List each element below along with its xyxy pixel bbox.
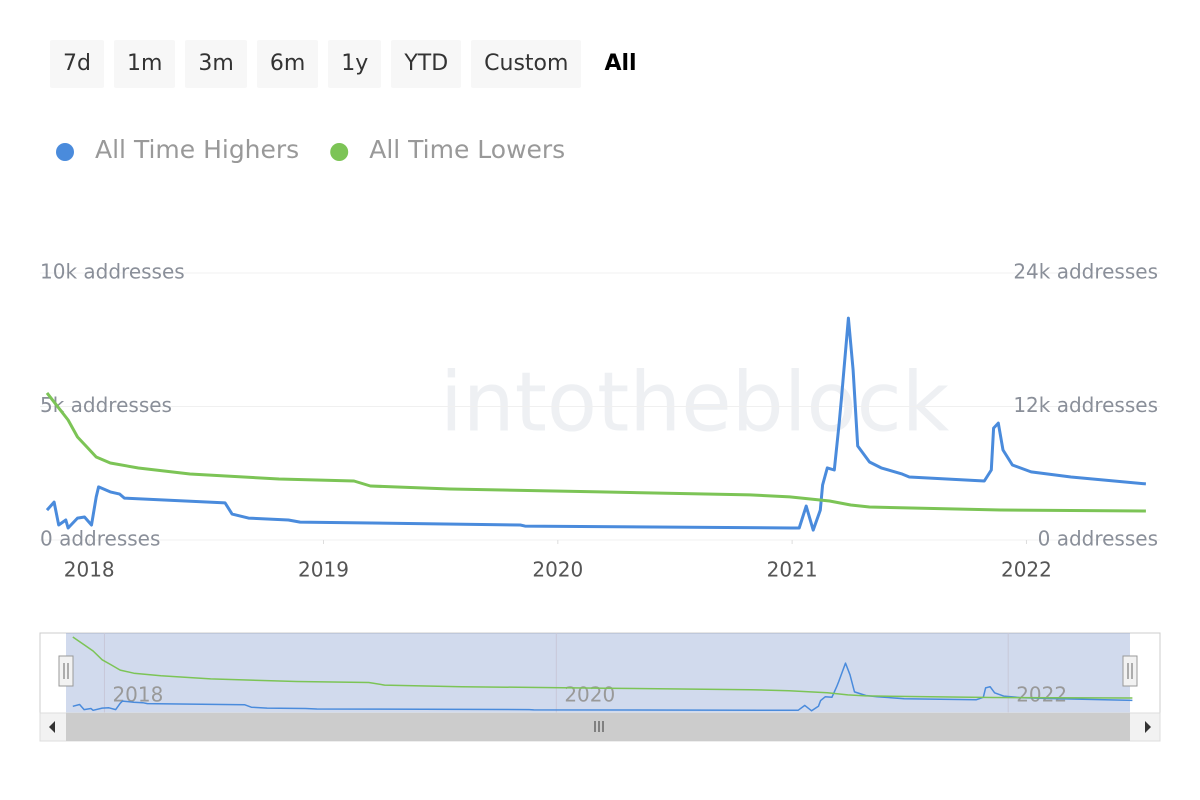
range-button[interactable]: 7d <box>50 40 104 88</box>
legend-marker <box>330 143 349 161</box>
range-button[interactable]: 1y <box>328 40 382 88</box>
range-button[interactable]: 3m <box>185 40 247 88</box>
y-tick-label: 10k addresses <box>40 260 185 284</box>
navigator-label: 2022 <box>1016 683 1067 707</box>
x-tick-label: 2020 <box>532 558 583 582</box>
legend-label[interactable]: All Time Lowers <box>369 135 565 164</box>
navigator-line <box>72 662 1133 712</box>
legend-marker <box>56 143 74 161</box>
series-line <box>45 391 1146 513</box>
x-tick-label: 2022 <box>1001 558 1052 582</box>
scroll-left[interactable] <box>49 721 55 733</box>
scroll-right[interactable] <box>1145 721 1151 733</box>
range-selector: 7d 1m 3m 6m 1y YTD Custom All <box>50 40 650 88</box>
legend-label[interactable]: All Time Highers <box>95 135 299 164</box>
navigator-handle[interactable] <box>1122 655 1138 687</box>
x-tick-label: 2021 <box>767 558 818 582</box>
y2-tick-label: 24k addresses <box>1013 260 1158 284</box>
range-button[interactable]: 1m <box>113 40 176 88</box>
watermark: intotheblock <box>440 355 950 450</box>
y2-tick-label: 12k addresses <box>1013 393 1158 417</box>
y-tick-label: 5k addresses <box>40 393 172 417</box>
navigator-handle[interactable] <box>58 655 74 687</box>
y-tick-label: 0 addresses <box>40 527 160 551</box>
x-tick-label: 2018 <box>64 558 115 582</box>
series-line <box>45 316 1147 532</box>
navigator-line <box>72 636 1133 699</box>
x-tick-label: 2019 <box>298 558 349 582</box>
navigator-label: 2020 <box>564 683 615 707</box>
scrollbar-thumb[interactable] <box>66 713 1130 741</box>
range-button[interactable]: YTD <box>391 40 462 88</box>
range-button[interactable]: All <box>604 51 637 76</box>
range-button[interactable]: Custom <box>471 40 582 88</box>
y2-tick-label: 0 addresses <box>1038 527 1158 551</box>
range-button[interactable]: 6m <box>256 40 319 88</box>
